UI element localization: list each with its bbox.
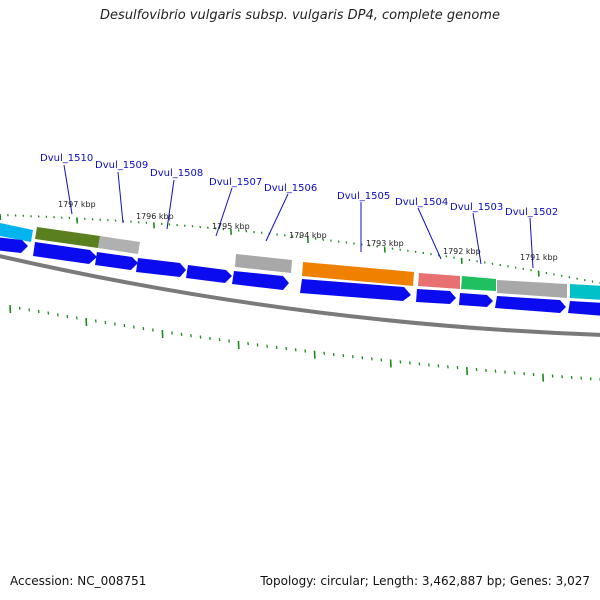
gene-arrow (568, 301, 600, 316)
leader-line (472, 212, 482, 265)
gene-arrow (95, 252, 138, 270)
feature-block (35, 227, 100, 248)
gene-label: Dvul_1507 (209, 177, 262, 188)
gene-label: Dvul_1504 (395, 197, 448, 208)
feature-block (0, 223, 33, 242)
genome-backbone (0, 254, 600, 337)
gene-label: Dvul_1502 (505, 207, 558, 218)
gene-arrow (0, 237, 28, 253)
gene-arrow (232, 271, 289, 290)
feature-block (302, 262, 414, 286)
gene-arrow (416, 289, 456, 304)
leader-line (63, 164, 73, 215)
kbp-label: 1793 kbp (366, 239, 404, 248)
leader-line (117, 171, 124, 224)
kbp-label: 1795 kbp (212, 222, 250, 231)
accession-label: Accession: NC_008751 (10, 574, 147, 588)
feature-block (98, 236, 140, 254)
outer-tick-row (0, 213, 600, 285)
kbp-labels: 1797 kbp 1796 kbp 1795 kbp 1794 kbp 1793… (58, 200, 558, 262)
kbp-label: 1796 kbp (136, 212, 174, 221)
gene-arrow (300, 279, 411, 301)
feature-block (497, 280, 567, 298)
feature-track (0, 223, 600, 300)
feature-block (235, 254, 292, 273)
gene-label: Dvul_1506 (264, 183, 317, 194)
leader-line (529, 217, 534, 269)
gene-arrow (495, 296, 566, 313)
feature-block (418, 273, 460, 289)
leader-line (417, 207, 442, 260)
feature-block (461, 276, 496, 291)
gene-label: Dvul_1503 (450, 202, 503, 213)
gene-label: Dvul_1509 (95, 160, 148, 171)
map-title: Desulfovibrio vulgaris subsp. vulgaris D… (100, 8, 500, 23)
kbp-label: 1794 kbp (289, 231, 327, 240)
kbp-label: 1792 kbp (443, 247, 481, 256)
gene-arrow (136, 258, 186, 277)
gene-arrow (459, 293, 493, 307)
leader-line (265, 193, 289, 242)
gene-arrow (186, 265, 232, 283)
kbp-label: 1797 kbp (58, 200, 96, 209)
gene-labels: Dvul_1510 Dvul_1509 Dvul_1508 Dvul_1507 … (40, 153, 558, 218)
leader-line (215, 187, 233, 237)
gene-label: Dvul_1510 (40, 153, 93, 164)
gene-label: Dvul_1505 (337, 191, 390, 202)
feature-block (570, 284, 600, 300)
gene-arrow (33, 242, 97, 264)
gene-label: Dvul_1508 (150, 168, 203, 179)
strand-track (0, 237, 600, 316)
leader-lines (63, 164, 534, 269)
inner-tick-row (9, 304, 600, 382)
leader-line (166, 179, 175, 230)
topology-label: Topology: circular; Length: 3,462,887 bp… (260, 574, 590, 588)
kbp-label: 1791 kbp (520, 253, 558, 262)
